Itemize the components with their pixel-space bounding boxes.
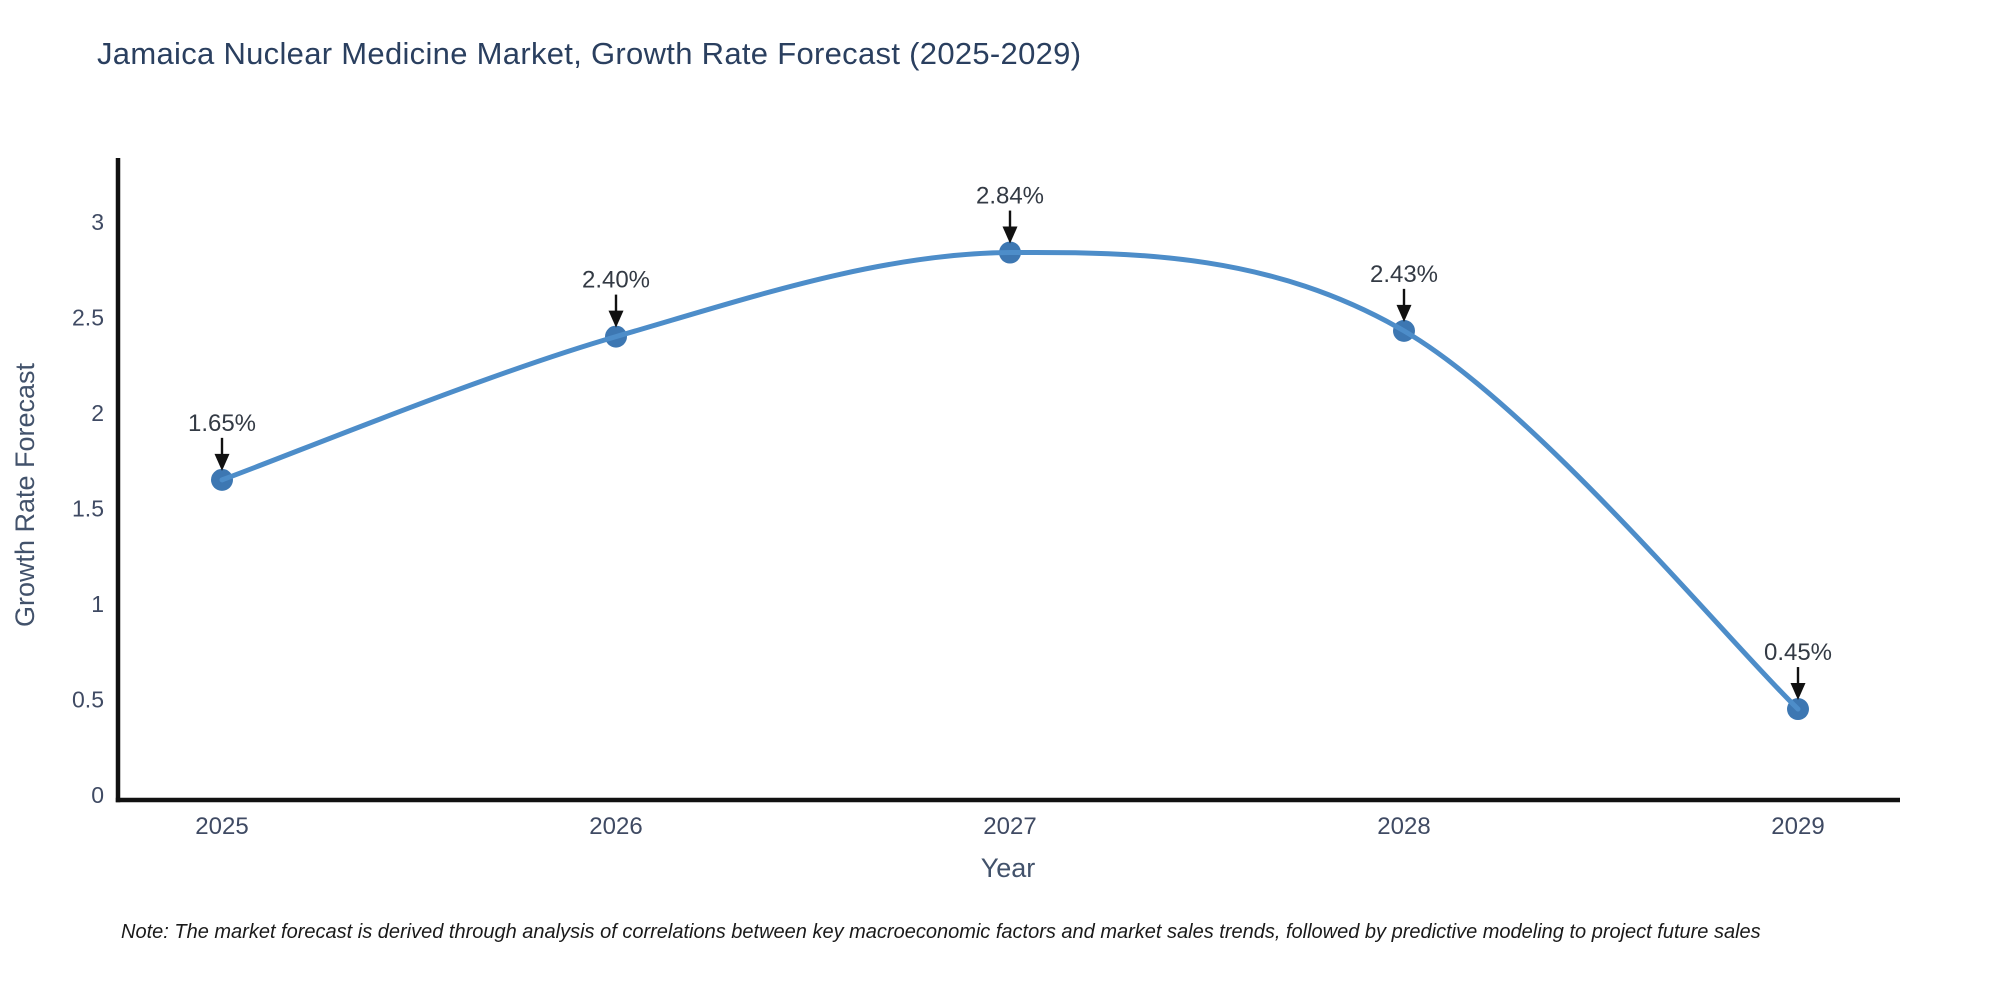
y-tick-label: 2 [91,400,104,426]
point-value-label: 2.43% [1370,261,1438,288]
x-tick-label: 2027 [983,813,1036,840]
y-tick-label: 2.5 [72,305,104,331]
x-tick-label: 2029 [1771,813,1824,840]
point-value-label: 1.65% [188,410,256,437]
x-axis-title: Year [981,853,1036,883]
forecast-line [219,249,1801,712]
y-tick-label: 3 [91,209,104,235]
point-value-label: 2.40% [582,267,650,294]
y-tick-label: 1.5 [72,496,104,522]
annotation-arrow-head [1002,226,1018,244]
annotation-arrow-head [1790,683,1806,701]
y-tick-label: 0.5 [72,687,104,713]
y-tick-label: 1 [91,591,104,617]
y-axis-title: Growth Rate Forecast [10,362,40,627]
y-tick-label: 0 [91,782,104,808]
footnote: Note: The market forecast is derived thr… [121,921,1761,943]
chart-title: Jamaica Nuclear Medicine Market, Growth … [97,36,1082,71]
point-value-label: 2.84% [976,183,1044,210]
annotation-arrow-head [214,453,230,471]
annotation-arrow-head [1396,304,1412,322]
x-tick-label: 2025 [195,813,248,840]
x-tick-label: 2028 [1377,813,1430,840]
x-tick-label: 2026 [589,813,642,840]
point-value-label: 0.45% [1764,639,1832,666]
annotation-arrow-head [608,310,624,328]
